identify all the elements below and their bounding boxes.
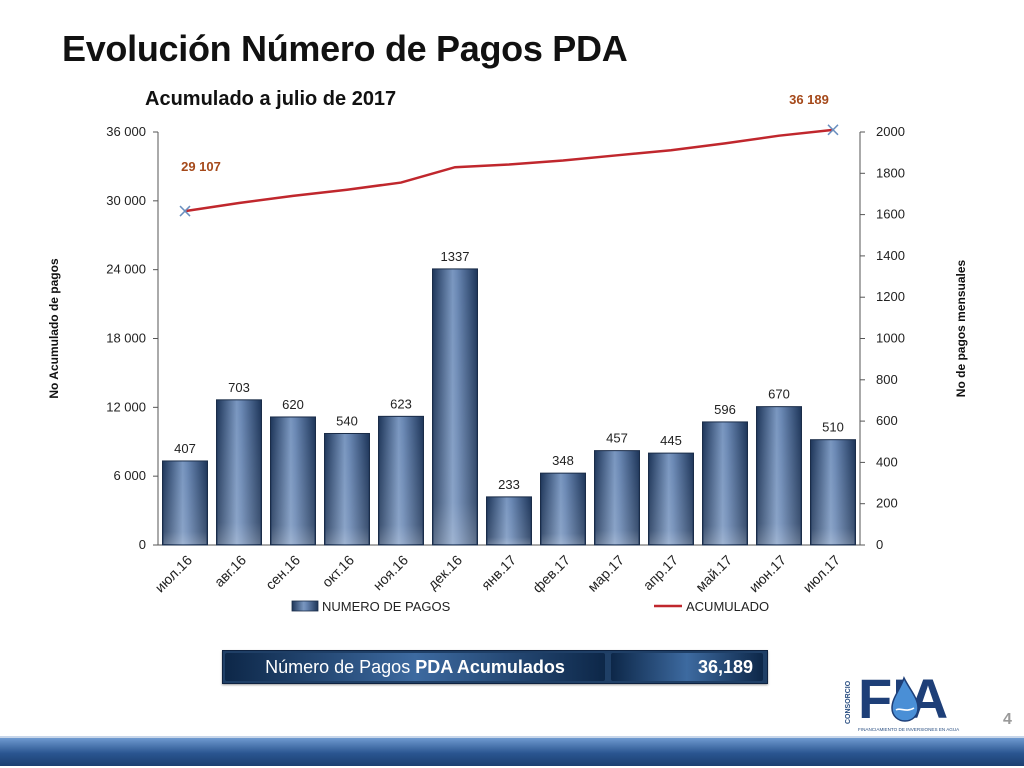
bar-data-label: 670: [768, 387, 790, 402]
y2-tick-label: 1000: [876, 331, 905, 346]
bar-sheen: [325, 434, 369, 544]
y2-tick-label: 400: [876, 454, 898, 469]
y2-tick-label: 1800: [876, 165, 905, 180]
x-tick-label: авг.16: [211, 552, 249, 590]
x-tick-label: июн.17: [746, 552, 790, 596]
bar-sheen: [217, 400, 261, 544]
x-tick-label: июл.16: [152, 552, 196, 596]
bar-data-label: 623: [390, 396, 412, 411]
bar-sheen: [487, 497, 531, 544]
y-tick-label: 30 000: [106, 193, 146, 208]
y-tick-label: 18 000: [106, 331, 146, 346]
line-annotation: 29 107: [181, 159, 221, 174]
y2-tick-label: 1600: [876, 207, 905, 222]
bar-sheen: [163, 461, 207, 544]
bar-sheen: [649, 454, 693, 544]
page-number: 4: [1003, 711, 1012, 728]
bar-sheen: [271, 417, 315, 544]
bar-sheen: [811, 440, 855, 544]
bar-data-label: 233: [498, 477, 520, 492]
bar-sheen: [541, 474, 585, 544]
legend-bar-swatch: [291, 600, 319, 612]
footer-band: [0, 738, 1024, 766]
line-marker: [827, 124, 839, 136]
bar-data-label: 510: [822, 420, 844, 435]
summary-label-part1: Número de Pagos: [265, 657, 416, 677]
y2-tick-label: 600: [876, 413, 898, 428]
line-marker: [179, 205, 191, 217]
logo-tagline: FINANCIAMIENTO DE INVERSIONES EN AGUA: [858, 727, 960, 732]
water-drop-icon: [891, 676, 919, 722]
combo-chart: 0 6 000 12 000 18 000 24 000 30 000 36 000 0 200…: [47, 92, 968, 614]
y2-tick-label: 1400: [876, 248, 905, 263]
bar-data-label: 620: [282, 397, 304, 412]
y-tick-label: 6 000: [113, 468, 146, 483]
bar-sheen: [757, 407, 801, 544]
x-tick-label: сен.16: [262, 552, 303, 593]
x-tick-label: фев.17: [529, 552, 573, 596]
bar-sheen: [595, 451, 639, 544]
y-axis-title: No Acumulado de pagos: [47, 258, 61, 399]
page-title: Evolución Número de Pagos PDA: [62, 28, 628, 69]
x-tick-label: дек.16: [424, 552, 465, 593]
x-tick-label: ноя.16: [370, 552, 412, 594]
y2-axis-title: No de pagos mensuales: [954, 259, 968, 397]
bar-data-label: 596: [714, 402, 736, 417]
y-tick-label: 24 000: [106, 262, 146, 277]
summary-label-part2: PDA Acumulados: [415, 657, 565, 677]
summary-value: 36,189: [611, 653, 763, 681]
y2-tick-label: 1200: [876, 289, 905, 304]
bar-data-label: 407: [174, 441, 196, 456]
summary-bar: Número de Pagos PDA Acumulados 36,189: [222, 650, 768, 684]
x-tick-label: мар.17: [584, 552, 627, 595]
logo-vertical-text: CONSORCIO: [845, 680, 852, 724]
x-tick-label: май.17: [692, 552, 735, 595]
bar-data-label: 1337: [441, 249, 470, 264]
y2-tick-label: 2000: [876, 124, 905, 139]
bar-sheen: [433, 269, 477, 544]
bar-data-label: 457: [606, 431, 628, 446]
bar-sheen: [379, 417, 423, 544]
bar-sheen: [703, 422, 747, 544]
bar-data-label: 703: [228, 380, 250, 395]
legend-bar-label: NUMERO DE PAGOS: [322, 599, 451, 614]
line-annotation: 36 189: [789, 92, 829, 107]
cumulative-line: [184, 128, 834, 213]
summary-label: Número de Pagos PDA Acumulados: [225, 653, 605, 681]
bar-data-label: 445: [660, 433, 682, 448]
legend-line-label: ACUMULADO: [686, 599, 769, 614]
chart-subtitle: Acumulado a julio de 2017: [145, 88, 397, 110]
footer-divider: [0, 736, 1024, 738]
y-tick-label: 0: [139, 537, 146, 552]
bar-data-label: 540: [336, 413, 358, 428]
y-tick-label: 12 000: [106, 399, 146, 414]
x-tick-label: окт.16: [319, 552, 358, 591]
y2-tick-label: 0: [876, 537, 883, 552]
x-tick-label: янв.17: [478, 552, 519, 593]
y2-tick-label: 800: [876, 372, 898, 387]
fia-logo: CONSORCIO FIA FINANCIAMIENTO DE INVERSIO…: [845, 667, 960, 732]
y2-tick-label: 200: [876, 496, 898, 511]
y-tick-label: 36 000: [106, 124, 146, 139]
bar-data-label: 348: [552, 453, 574, 468]
x-tick-label: июл.17: [800, 552, 844, 596]
x-tick-label: апр.17: [640, 552, 682, 594]
